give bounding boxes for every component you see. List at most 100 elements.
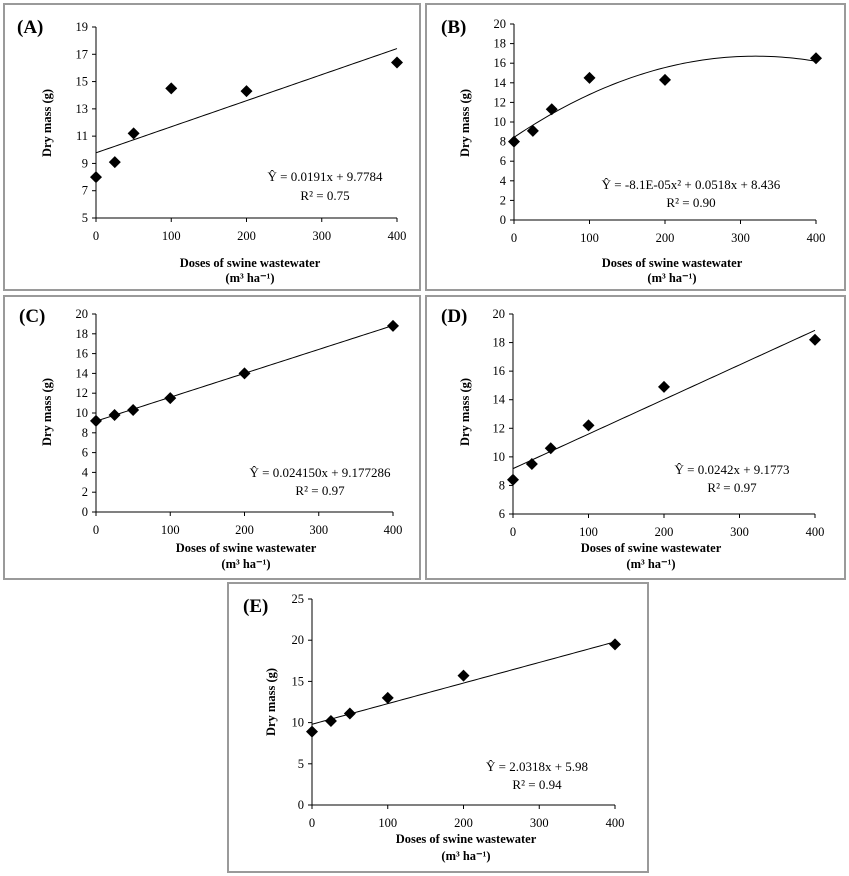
data-point <box>658 380 670 393</box>
y-tick-label: 10 <box>494 115 507 129</box>
y-tick-label: 14 <box>494 76 507 90</box>
chart-e: 0 5 10 15 20 25 0 100 200 300 400 (E) Ŷ = 2.0318x + … <box>243 592 625 863</box>
y-axis-title: Dry mass (g) <box>458 89 472 157</box>
y-tick-label: 7 <box>82 184 88 198</box>
y-tick-label: 20 <box>493 307 506 321</box>
y-tick-label: 6 <box>82 446 88 460</box>
y-tick-label: 16 <box>494 56 507 70</box>
y-tick-label: 18 <box>494 37 507 51</box>
y-tick-label: 20 <box>76 307 89 321</box>
x-tick-label: 300 <box>530 816 549 830</box>
y-tick-label: 4 <box>500 174 507 188</box>
x-axis-title: Doses of swine wastewater <box>176 541 317 555</box>
x-axis-unit: (m³ ha⁻¹) <box>647 271 696 285</box>
panel-a: 5 7 9 11 13 15 17 19 0 100 200 300 400 (A) Ŷ = 0.0191x… <box>3 3 421 291</box>
x-axis-unit: (m³ ha⁻¹) <box>225 271 274 285</box>
x-tick-label: 100 <box>161 523 180 537</box>
x-tick-label: 300 <box>312 229 331 243</box>
x-axis-title: Doses of swine wastewater <box>602 256 743 270</box>
x-axis-unit: (m³ ha⁻¹) <box>221 557 270 571</box>
data-point <box>525 458 538 470</box>
r-squared: R² = 0.97 <box>707 480 757 495</box>
data-point <box>659 73 671 86</box>
data-point <box>108 408 121 421</box>
y-tick-label: 17 <box>76 47 89 61</box>
data-point <box>582 419 595 432</box>
x-tick-label: 400 <box>606 816 625 830</box>
y-tick-label: 13 <box>76 102 89 116</box>
y-tick-label: 0 <box>500 213 506 227</box>
x-tick-label: 200 <box>237 229 256 243</box>
panel-b: 0 2 4 6 8 10 12 14 16 18 20 0 100 200 300 400 (B) Ŷ = -8.… <box>425 3 846 291</box>
y-tick-label: 2 <box>500 193 506 207</box>
x-tick-label: 0 <box>510 525 516 539</box>
data-point <box>343 707 356 720</box>
r-squared: R² = 0.97 <box>295 483 345 498</box>
panel-c: 0 2 4 6 8 10 12 14 16 18 20 0 100 200 300 400 (C) Ŷ = 0.0… <box>3 295 421 580</box>
y-tick-label: 16 <box>493 364 506 378</box>
x-tick-label: 200 <box>454 816 473 830</box>
panel-label: (D) <box>441 306 467 327</box>
regression-equation: Ŷ = 0.024150x + 9.177286 <box>249 465 391 480</box>
data-point <box>609 638 621 651</box>
y-tick-label: 10 <box>292 716 305 730</box>
y-tick-label: 10 <box>76 406 89 420</box>
data-point <box>90 414 102 427</box>
data-point <box>544 442 557 455</box>
data-point <box>306 725 318 738</box>
y-tick-label: 8 <box>500 135 506 149</box>
y-tick-label: 0 <box>82 505 88 519</box>
y-tick-label: 15 <box>76 75 89 89</box>
data-point <box>381 691 394 704</box>
r-squared: R² = 0.94 <box>512 777 562 792</box>
x-tick-label: 400 <box>384 523 403 537</box>
y-tick-label: 19 <box>76 20 89 34</box>
y-tick-label: 4 <box>82 465 89 479</box>
x-tick-label: 0 <box>93 523 99 537</box>
x-tick-label: 100 <box>378 816 397 830</box>
r-squared: R² = 0.90 <box>666 195 715 210</box>
y-tick-label: 10 <box>493 450 506 464</box>
x-tick-label: 100 <box>162 229 181 243</box>
data-point <box>165 82 178 95</box>
data-point <box>240 85 253 98</box>
x-tick-label: 100 <box>580 231 599 245</box>
regression-equation: Ŷ = 0.0242x + 9.1773 <box>674 462 789 477</box>
chart-a: 5 7 9 11 13 15 17 19 0 100 200 300 400 (A) Ŷ = 0.0191x… <box>17 17 406 285</box>
x-tick-label: 300 <box>730 525 749 539</box>
x-axis-unit: (m³ ha⁻¹) <box>626 557 675 571</box>
y-tick-label: 18 <box>76 327 89 341</box>
x-tick-label: 200 <box>235 523 254 537</box>
y-tick-label: 14 <box>76 366 89 380</box>
x-tick-label: 200 <box>656 231 675 245</box>
panel-label: (C) <box>19 306 45 327</box>
data-point <box>809 333 821 346</box>
y-tick-label: 2 <box>82 485 88 499</box>
y-tick-label: 6 <box>500 154 506 168</box>
panel-label: (E) <box>243 596 268 617</box>
regression-equation: Ŷ = -8.1E-05x² + 0.0518x + 8.436 <box>602 177 781 192</box>
y-tick-label: 5 <box>82 211 88 225</box>
x-tick-label: 400 <box>806 525 825 539</box>
regression-equation: Ŷ = 2.0318x + 5.98 <box>486 759 588 774</box>
data-point <box>127 127 140 140</box>
y-tick-label: 6 <box>499 507 505 521</box>
data-point <box>526 124 539 137</box>
x-tick-label: 0 <box>309 816 315 830</box>
data-point <box>108 156 121 169</box>
data-point <box>387 319 399 332</box>
y-tick-label: 20 <box>494 17 507 31</box>
x-axis-title: Doses of swine wastewater <box>396 832 537 846</box>
trend-line <box>512 329 816 470</box>
x-tick-label: 200 <box>655 525 674 539</box>
data-point <box>457 669 470 682</box>
x-axis-title: Doses of swine wastewater <box>581 541 722 555</box>
data-point <box>507 473 519 486</box>
data-point <box>127 404 140 417</box>
y-tick-label: 20 <box>292 633 305 647</box>
y-tick-label: 12 <box>493 421 506 435</box>
y-tick-label: 25 <box>292 592 305 606</box>
